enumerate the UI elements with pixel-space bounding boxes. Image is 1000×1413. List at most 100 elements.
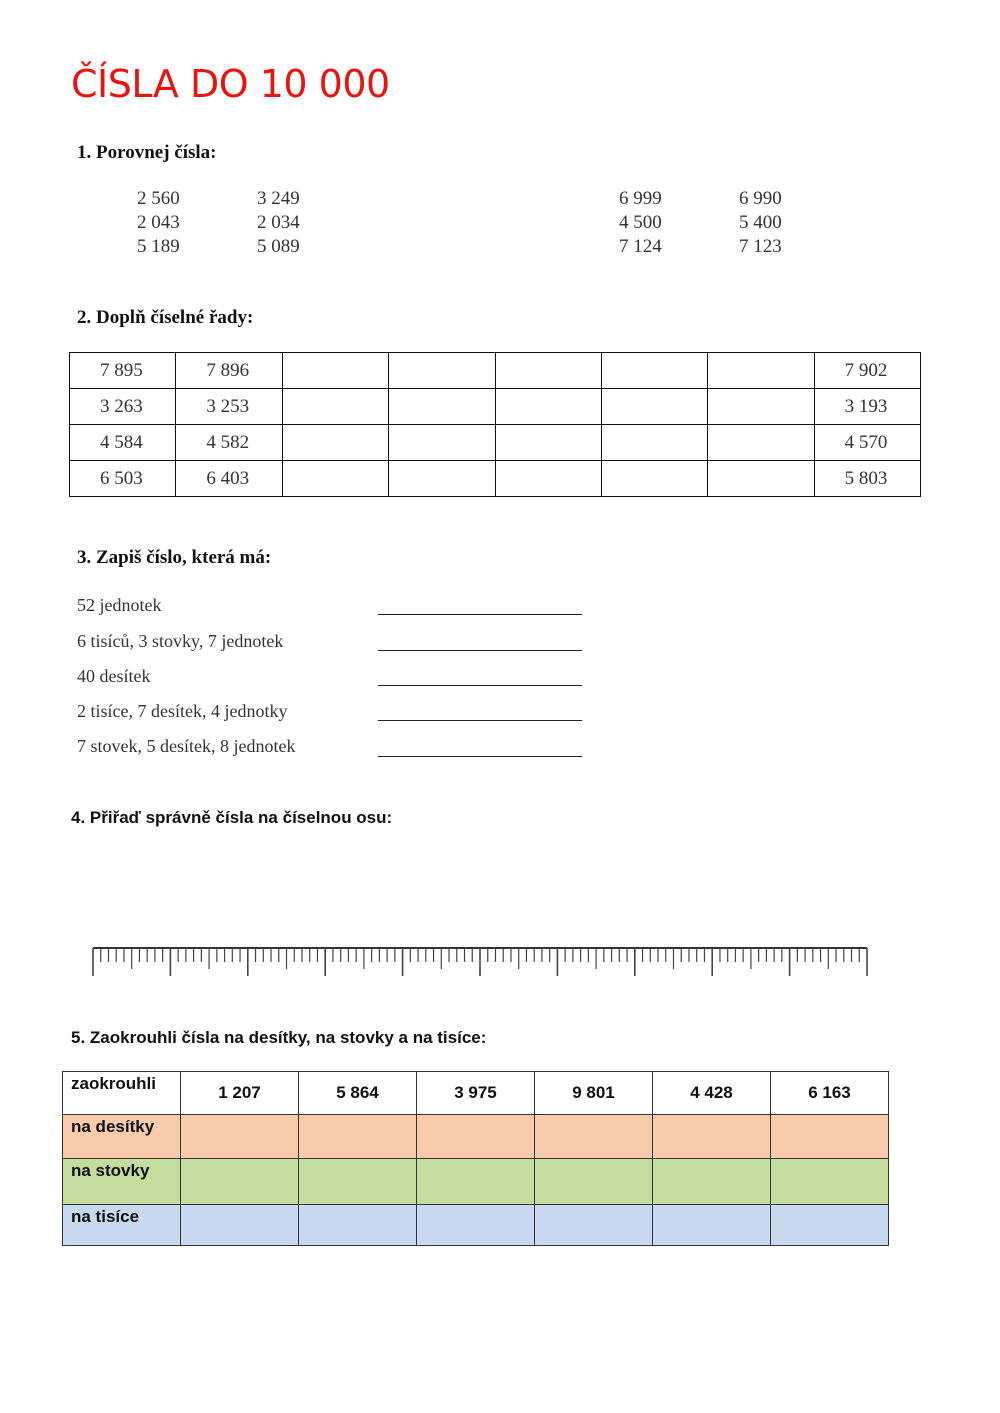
sequence-blank-cell[interactable] xyxy=(388,424,496,461)
sequence-cell: 7 902 xyxy=(813,352,922,389)
task1-heading: 1. Porovnej čísla: xyxy=(77,142,217,163)
compare-left-a: 2 560 2 043 5 189 xyxy=(137,187,180,259)
num: 5 400 xyxy=(739,212,782,233)
answer-cell[interactable] xyxy=(416,1158,535,1205)
sequence-cell: 6 503 xyxy=(68,460,177,497)
num: 5 089 xyxy=(257,236,300,257)
sequence-cell: 5 803 xyxy=(813,460,922,497)
sequence-blank-cell[interactable] xyxy=(707,388,815,425)
num: 6 999 xyxy=(619,188,662,209)
answer-cell[interactable] xyxy=(652,1158,771,1205)
answer-cell[interactable] xyxy=(180,1114,299,1159)
corner-label: zaokrouhli xyxy=(62,1071,181,1115)
row-label: na tisíce xyxy=(62,1204,181,1246)
task5-heading: 5. Zaokrouhli čísla na desítky, na stovk… xyxy=(71,1028,487,1047)
num: 2 034 xyxy=(257,212,300,233)
answer-cell[interactable] xyxy=(534,1114,653,1159)
sequence-cell: 4 582 xyxy=(175,424,283,461)
num: 7 124 xyxy=(619,236,662,257)
sequence-blank-cell[interactable] xyxy=(388,352,496,389)
rounding-table: zaokrouhli 1 207 5 864 3 975 9 801 4 428 6 163… xyxy=(62,1071,889,1246)
sequence-blank-cell[interactable] xyxy=(281,460,390,497)
num: 7 123 xyxy=(739,236,782,257)
answer-cell[interactable] xyxy=(770,1158,889,1205)
sequence-cell: 4 584 xyxy=(68,424,177,461)
number-header: 4 428 xyxy=(652,1071,771,1115)
sequence-row: 7 895 7 896 7 902 xyxy=(68,352,922,389)
sequence-blank-cell[interactable] xyxy=(281,388,390,425)
answer-cell[interactable] xyxy=(416,1204,535,1246)
num: 2 043 xyxy=(137,212,180,233)
answer-cell[interactable] xyxy=(534,1158,653,1205)
sequence-blank-cell[interactable] xyxy=(600,388,709,425)
answer-cell[interactable] xyxy=(652,1114,771,1159)
sequence-blank-cell[interactable] xyxy=(600,352,709,389)
task3-heading: 3. Zapiš číslo, která má: xyxy=(77,547,272,568)
sequence-blank-cell[interactable] xyxy=(494,424,602,461)
sequence-cell: 3 263 xyxy=(68,388,177,425)
sequence-blank-cell[interactable] xyxy=(281,424,390,461)
sequence-blank-cell[interactable] xyxy=(600,460,709,497)
sequence-blank-cell[interactable] xyxy=(494,388,602,425)
sequence-blank-cell[interactable] xyxy=(388,388,496,425)
answer-line[interactable] xyxy=(378,740,582,757)
sequence-cell: 3 253 xyxy=(175,388,283,425)
number-header: 9 801 xyxy=(534,1071,653,1115)
compare-right-a: 6 999 4 500 7 124 xyxy=(619,187,662,259)
num: 4 500 xyxy=(619,212,662,233)
answer-cell[interactable] xyxy=(180,1158,299,1205)
task3-item: 2 tisíce, 7 desítek, 4 jednotky xyxy=(77,701,288,721)
sequence-blank-cell[interactable] xyxy=(281,352,390,389)
sequence-cell: 7 895 xyxy=(68,352,177,389)
number-header: 5 864 xyxy=(298,1071,417,1115)
answer-cell[interactable] xyxy=(180,1204,299,1246)
rounding-row: na stovky xyxy=(62,1158,889,1205)
sequence-row: 3 263 3 253 3 193 xyxy=(68,388,922,425)
compare-left-b: 3 249 2 034 5 089 xyxy=(257,187,300,259)
sequence-cell: 3 193 xyxy=(813,388,922,425)
task2-heading: 2. Doplň číselné řady: xyxy=(77,307,254,328)
sequence-blank-cell[interactable] xyxy=(494,352,602,389)
number-header: 6 163 xyxy=(770,1071,889,1115)
number-header: 3 975 xyxy=(416,1071,535,1115)
row-label: na desítky xyxy=(62,1114,181,1159)
sequence-row: 4 584 4 582 4 570 xyxy=(68,424,922,461)
num: 2 560 xyxy=(137,188,180,209)
sequence-blank-cell[interactable] xyxy=(600,424,709,461)
sequence-blank-cell[interactable] xyxy=(707,460,815,497)
answer-cell[interactable] xyxy=(298,1158,417,1205)
answer-cell[interactable] xyxy=(298,1114,417,1159)
task3-item: 6 tisíců, 3 stovky, 7 jednotek xyxy=(77,631,284,651)
answer-line[interactable] xyxy=(378,598,582,615)
answer-cell[interactable] xyxy=(534,1204,653,1246)
answer-cell[interactable] xyxy=(416,1114,535,1159)
sequence-row: 6 503 6 403 5 803 xyxy=(68,460,922,497)
answer-cell[interactable] xyxy=(652,1204,771,1246)
num: 6 990 xyxy=(739,188,782,209)
answer-cell[interactable] xyxy=(770,1114,889,1159)
sequence-cell: 6 403 xyxy=(175,460,283,497)
answer-line[interactable] xyxy=(378,704,582,721)
sequence-blank-cell[interactable] xyxy=(388,460,496,497)
row-label: na stovky xyxy=(62,1158,181,1205)
sequence-cell: 7 896 xyxy=(175,352,283,389)
answer-cell[interactable] xyxy=(298,1204,417,1246)
task4-heading: 4. Přiřaď správně čísla na číselnou osu: xyxy=(71,808,393,827)
number-header: 1 207 xyxy=(180,1071,299,1115)
sequence-blank-cell[interactable] xyxy=(494,460,602,497)
num: 3 249 xyxy=(257,188,300,209)
answer-line[interactable] xyxy=(378,669,582,686)
sequence-blank-cell[interactable] xyxy=(707,352,815,389)
rounding-row: na tisíce xyxy=(62,1204,889,1246)
page-title: ČÍSLA DO 10 000 xyxy=(71,62,390,106)
compare-right-b: 6 990 5 400 7 123 xyxy=(739,187,782,259)
task3-item: 40 desítek xyxy=(77,666,151,686)
answer-cell[interactable] xyxy=(770,1204,889,1246)
task3-item: 52 jednotek xyxy=(77,595,162,615)
answer-line[interactable] xyxy=(378,634,582,651)
task3-item: 7 stovek, 5 desítek, 8 jednotek xyxy=(77,736,296,756)
rounding-row: na desítky xyxy=(62,1114,889,1159)
sequence-table: 7 895 7 896 7 902 3 263 3 253 3 193 4 584 4 582… xyxy=(68,352,922,497)
sequence-blank-cell[interactable] xyxy=(707,424,815,461)
